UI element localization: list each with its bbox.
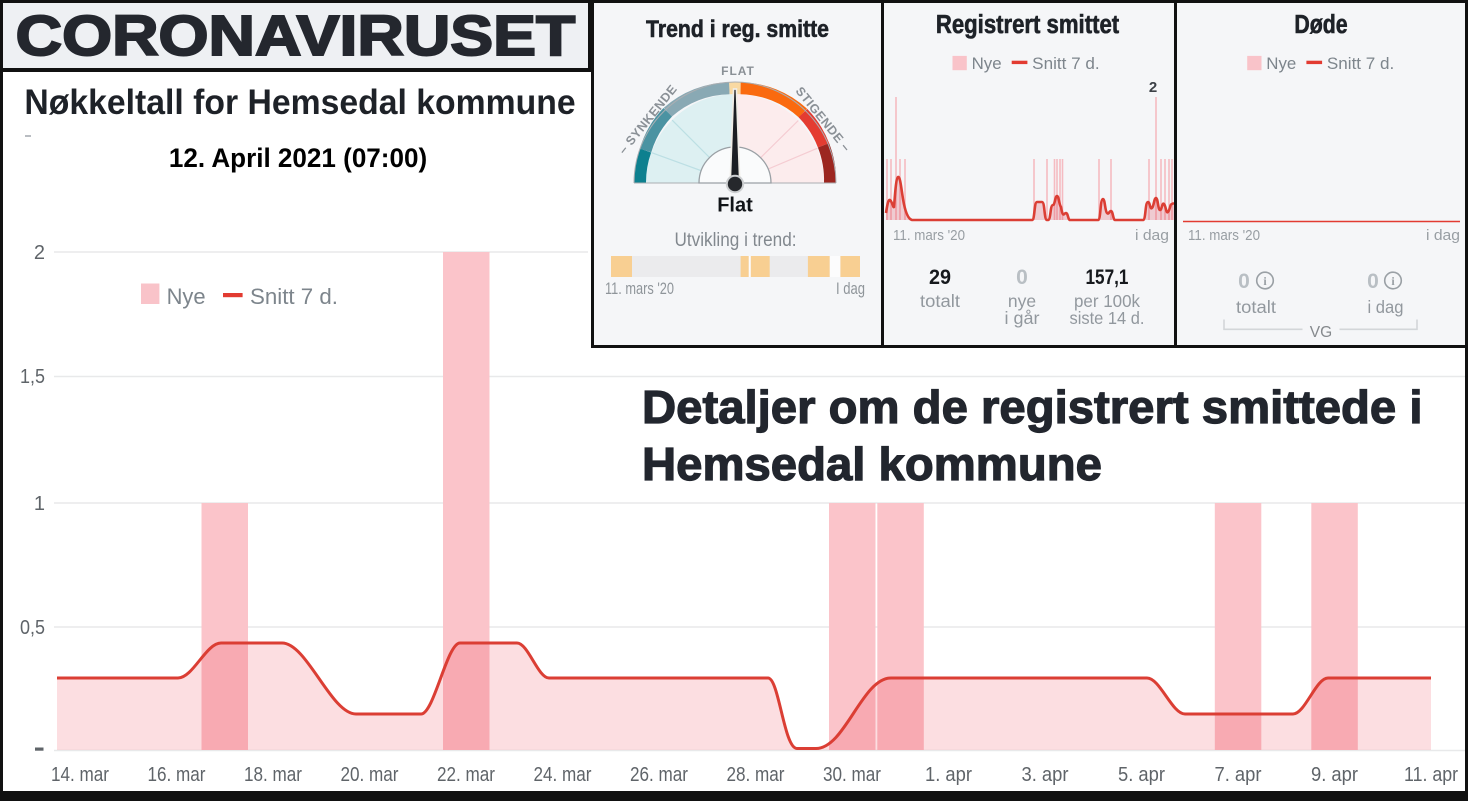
svg-text:29: 29 [929,266,951,289]
svg-text:totalt: totalt [1236,297,1276,317]
svg-text:Snitt 7 d.: Snitt 7 d. [1032,54,1099,73]
svg-text:nye: nye [1008,291,1036,311]
svg-text:Utvikling i trend:: Utvikling i trend: [675,230,797,251]
svg-text:30. mar: 30. mar [823,764,881,786]
svg-text:26. mar: 26. mar [630,764,688,786]
svg-text:18. mar: 18. mar [244,764,302,786]
svg-text:i dag: i dag [1368,297,1404,317]
svg-text:3. apr: 3. apr [1022,764,1069,786]
svg-text:i: i [1263,274,1267,288]
svg-text:i: i [1391,274,1395,288]
svg-text:24. mar: 24. mar [534,764,592,786]
svg-text:FLAT: FLAT [721,64,755,78]
svg-text:Snitt 7 d.: Snitt 7 d. [250,284,338,309]
svg-text:totalt: totalt [920,291,960,311]
svg-text:siste 14 d.: siste 14 d. [1070,308,1145,328]
svg-text:16. mar: 16. mar [148,764,206,786]
svg-text:2: 2 [34,242,45,264]
svg-text:0: 0 [1367,270,1379,293]
svg-text:1. apr: 1. apr [925,764,972,786]
svg-text:i dag: i dag [1426,227,1460,244]
svg-text:11. mars '20: 11. mars '20 [605,280,674,298]
svg-text:0: 0 [1238,270,1250,293]
svg-text:5. apr: 5. apr [1118,764,1165,786]
svg-text:0,5: 0,5 [20,617,45,639]
svg-text:9. apr: 9. apr [1311,764,1358,786]
svg-text:Flat: Flat [717,195,753,217]
svg-text:22. mar: 22. mar [437,764,495,786]
svg-text:I dag: I dag [836,280,865,298]
svg-text:7. apr: 7. apr [1215,764,1262,786]
svg-text:Snitt 7 d.: Snitt 7 d. [1327,54,1394,73]
svg-text:Nye: Nye [972,54,1002,73]
svg-text:i går: i går [1005,308,1040,328]
svg-text:VG: VG [1310,324,1332,341]
svg-text:11. mars '20: 11. mars '20 [1188,227,1260,244]
svg-text:157,1: 157,1 [1086,266,1129,289]
svg-text:1,5: 1,5 [20,366,45,388]
svg-text:0: 0 [1016,266,1028,289]
svg-text:Nye: Nye [167,284,206,309]
svg-text:20. mar: 20. mar [341,764,399,786]
svg-text:11. apr: 11. apr [1404,764,1458,786]
svg-text:Nye: Nye [1266,54,1296,73]
svg-text:2: 2 [1149,79,1157,96]
svg-text:1: 1 [34,493,45,515]
svg-text:14. mar: 14. mar [51,764,109,786]
svg-text:28. mar: 28. mar [727,764,785,786]
svg-text:per 100k: per 100k [1074,291,1140,311]
svg-text:i dag: i dag [1135,227,1169,244]
svg-text:11. mars '20: 11. mars '20 [893,227,965,244]
